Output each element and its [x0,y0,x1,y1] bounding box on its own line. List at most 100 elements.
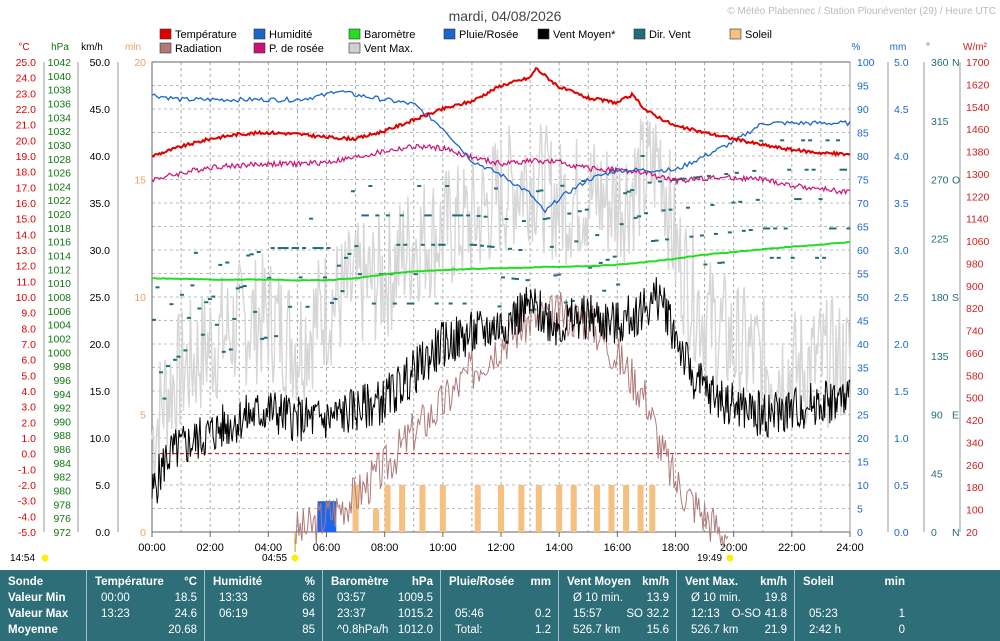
dir-mark [678,178,683,181]
dir-mark [246,254,251,257]
dir-axis-tick: 270 [931,175,949,187]
rain-bar [321,501,327,532]
legend-swatch [348,28,361,40]
dir-mark [239,286,244,289]
temp-axis-tick: 14.0 [16,229,37,241]
sun-bar [439,485,446,532]
sun-bar [535,485,542,532]
dir-mark [368,185,373,188]
wind-axis-tick: 35.0 [90,198,111,210]
stats-title: Vent Max. [685,576,739,588]
rad-axis-tick: 1140 [966,214,989,226]
hpa-axis-tick: 1040 [48,71,72,83]
dir-mark [392,302,397,305]
dir-mark [797,198,802,201]
rain-axis-tick: 0.0 [894,527,909,539]
wind-axis-tick: 30.0 [90,245,111,257]
hpa-axis-tick: 994 [53,389,71,401]
sun-bar [352,485,359,532]
legend-label: Pluie/Rosée [459,29,518,41]
sun-bar [384,485,391,532]
dir-mark [647,181,652,184]
sun-axis-tick: 10 [134,292,146,304]
dir-cardinal: S [952,292,959,304]
stats-title: Soleil [803,576,834,588]
temp-axis-tick: 19.0 [16,151,37,163]
temp-axis-tick: 1.0 [21,433,36,445]
legend: Température Humidité Baromètre Pluie/Rosée V… [159,28,772,55]
wind-axis-tick: 15.0 [90,386,111,398]
sun-bar [474,485,481,532]
dir-mark [403,243,408,246]
rad-axis-tick: 260 [966,460,984,472]
dir-mark [549,245,554,248]
dir-mark [312,247,317,250]
hpa-axis-tick: 1006 [48,306,72,318]
dir-mark [755,198,760,201]
stats-column-pluie: Pluie/Rosée mm 05:46 0.2 Total: 1.2 [440,570,559,641]
stats-sub: ^0.8hPa/h [337,624,389,636]
stats-unit: km/h [642,576,669,588]
stats-value: 1009.5 [397,592,433,604]
stats-unit: °C [184,576,197,588]
weather-chart: °C 25.0 24.0 23.0 22.0 21.0 20.0 19.0 18.0 17.0 16… [10,6,996,564]
legend-swatch [537,28,550,40]
dir-mark [490,245,495,248]
dir-mark [651,239,656,242]
temp-axis-tick: 4.0 [21,386,36,398]
dir-mark [193,251,198,254]
stats-column-vent_moyen: Vent Moyen km/h Ø 10 min. 13.9 15:57 SO 32.2 52… [558,570,677,641]
humidity-axis-tick: 50 [857,292,869,304]
dir-mark [539,189,544,192]
humidity-axis-tick: 0 [857,527,863,539]
humidity-axis-unit: % [852,42,861,53]
sun-bar [498,485,504,532]
temp-axis-tick: -5.0 [18,527,36,539]
dir-mark [152,318,156,321]
dir-mark [713,232,718,235]
stats-sub: 15:57 [573,608,602,620]
dir-mark [336,264,341,267]
hpa-axis-tick: 1042 [48,57,72,69]
temp-axis-tick: 23.0 [16,88,37,100]
stats-title: Sonde [8,576,44,588]
dir-mark [640,155,645,157]
hpa-axis-tick: 988 [53,430,71,442]
dir-mark [518,249,523,251]
dir-mark [459,214,464,217]
dir-mark [207,298,212,301]
dir-mark [532,308,537,311]
hpa-axis-tick: 996 [53,375,71,387]
stats-column-vent_max: Vent Max. km/h Ø 10 min. 19.8 12:13 O-SO 41.8 5… [676,570,795,641]
dir-mark [277,247,282,250]
dir-mark [699,234,704,237]
dir-mark [839,168,844,171]
humidity-axis-tick: 35 [857,363,869,375]
legend-swatch [159,42,172,54]
rad-axis-tick: 420 [966,415,984,427]
temp-axis-tick: 13.0 [16,245,37,257]
stats-value: 1 [898,608,905,620]
dir-mark [717,261,722,264]
rad-axis-tick: 340 [966,437,984,449]
dir-mark [288,305,293,308]
dir-mark [588,266,593,269]
temp-axis-tick: 20.0 [16,135,37,147]
axes: °C 25.0 24.0 23.0 22.0 21.0 20.0 19.0 18.0 17.0 16… [16,42,990,554]
dir-mark [165,365,170,368]
dir-mark [399,214,404,217]
sunrise-icon [291,554,299,562]
stats-sub: 06:19 [219,608,248,620]
time-tick: 22:00 [778,542,806,554]
wind-axis-tick: 45.0 [90,104,111,116]
legend-swatch [633,28,646,40]
stats-column-barometre: Baromètre hPa 03:57 1009.5 23:37 1015.2 ^0.8hP… [322,570,441,641]
dir-mark [665,238,670,241]
hpa-axis-tick: 1036 [48,98,72,110]
dir-mark [633,216,638,219]
dir-mark [570,299,575,302]
dir-mark [612,255,617,258]
dir-mark [302,247,307,250]
dir-mark [371,302,376,305]
dir-mark [242,285,247,288]
